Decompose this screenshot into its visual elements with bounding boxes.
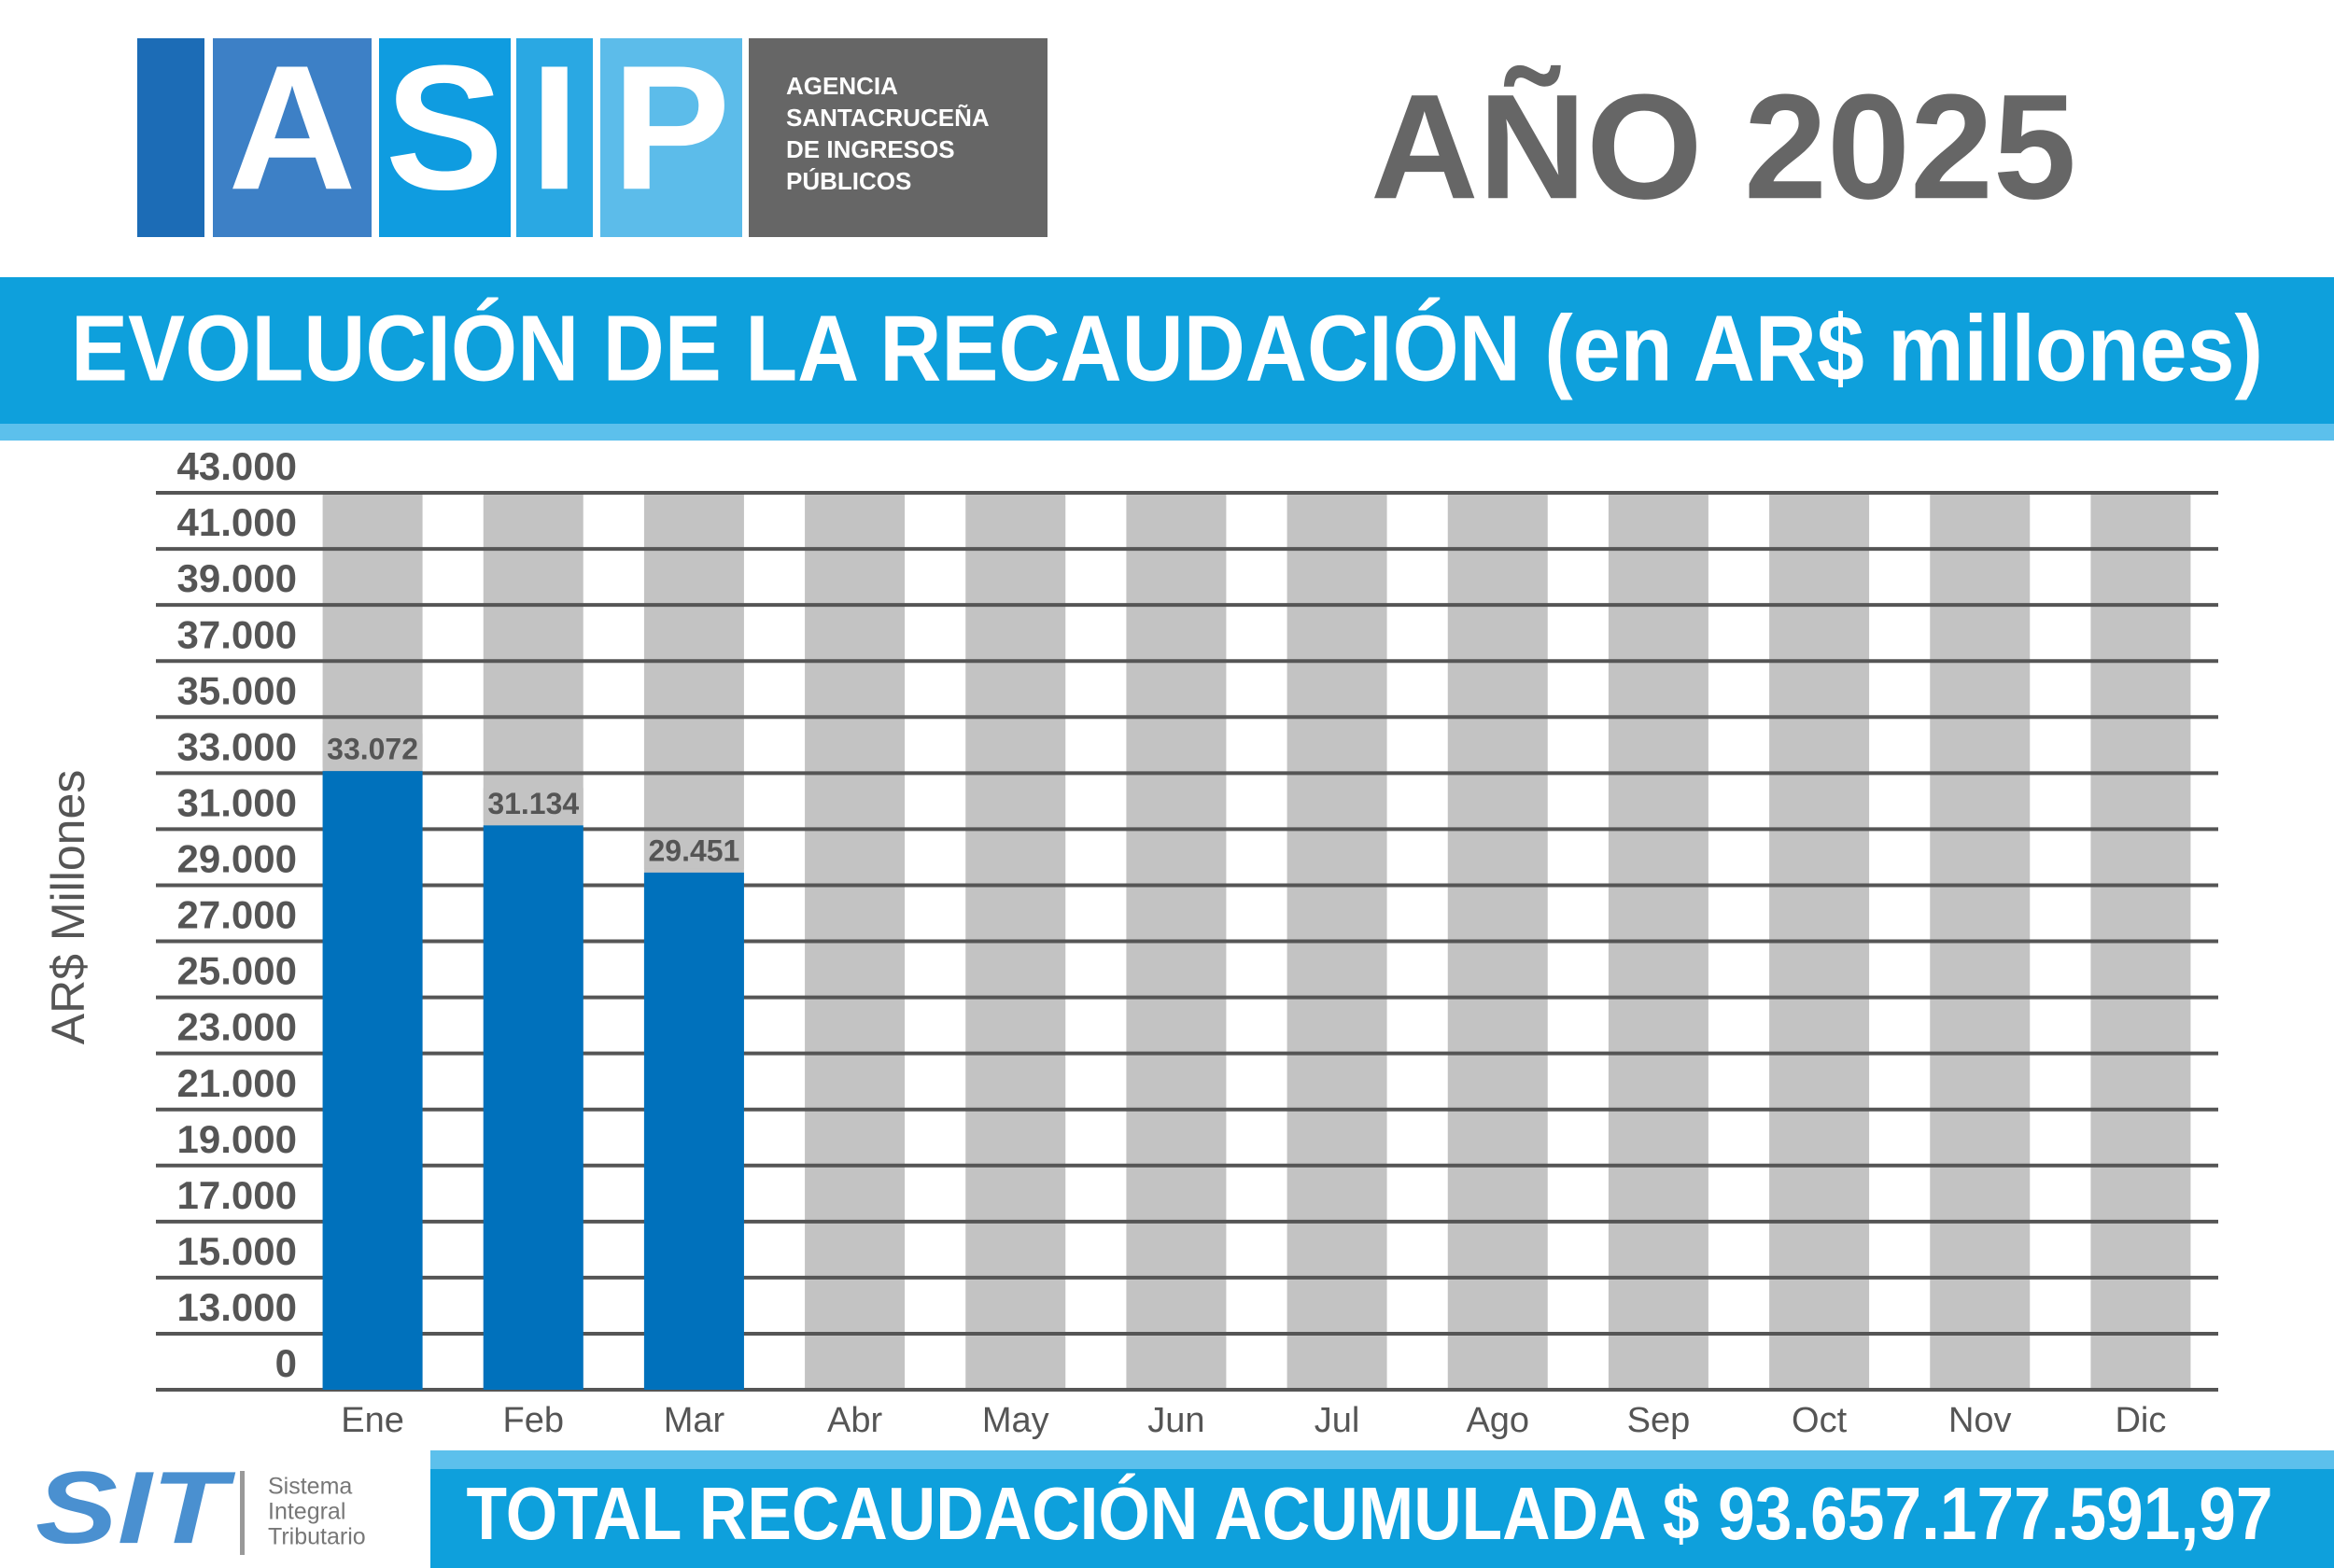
bar xyxy=(322,771,423,1390)
logo-letter: A xyxy=(228,29,356,227)
logo-agency-box xyxy=(749,38,1047,237)
sit-line: Integral xyxy=(268,1499,345,1525)
logo-letter: I xyxy=(530,29,580,227)
logo-block xyxy=(600,38,742,237)
logo-block xyxy=(379,38,511,237)
y-tick-label: 27.000 xyxy=(177,893,297,937)
value-label: 31.134 xyxy=(487,787,579,820)
x-tick-label: Abr xyxy=(827,1401,882,1440)
sit-line: Tributario xyxy=(268,1524,366,1550)
y-tick-label: 35.000 xyxy=(177,668,297,712)
sit-divider xyxy=(240,1471,245,1555)
logo-block xyxy=(516,38,593,237)
x-tick-label: Ago xyxy=(1466,1401,1529,1440)
footer-banner xyxy=(430,1450,2334,1568)
y-tick-label: 37.000 xyxy=(177,612,297,656)
title-banner-stripe xyxy=(0,424,2334,441)
y-tick-label: 25.000 xyxy=(177,949,297,993)
y-tick-label: 21.000 xyxy=(177,1061,297,1105)
x-tick-label: Oct xyxy=(1792,1401,1848,1440)
y-tick-label: 13.000 xyxy=(177,1285,297,1329)
logo-block xyxy=(213,38,372,237)
sit-line: Sistema xyxy=(268,1474,352,1500)
y-tick-label: 17.000 xyxy=(177,1173,297,1217)
y-axis-label: AR$ Millones xyxy=(42,770,94,1045)
bar xyxy=(483,825,584,1390)
title-banner xyxy=(0,277,2334,424)
chart-title: EVOLUCIÓN DE LA RECAUDACIÓN (en AR$ mill… xyxy=(71,296,2263,400)
x-tick-label: Ene xyxy=(341,1401,404,1440)
x-tick-label: Sep xyxy=(1627,1401,1691,1440)
x-tick-label: Jun xyxy=(1147,1401,1204,1440)
year-title: AÑO 2025 xyxy=(1371,63,2076,230)
value-label: 33.072 xyxy=(327,733,418,766)
logo-letter: P xyxy=(612,29,731,227)
x-tick-label: Mar xyxy=(664,1401,725,1440)
y-tick-label: 19.000 xyxy=(177,1117,297,1161)
agency-line: AGENCIA xyxy=(786,72,898,100)
plot-area: 0 13.000 15.000 17.000 19.000 21.000 23.000 25.… xyxy=(156,444,2218,1440)
y-tick-label: 41.000 xyxy=(177,500,297,544)
y-tick-label: 29.000 xyxy=(177,837,297,881)
x-tick-label: May xyxy=(982,1401,1049,1440)
logo-block xyxy=(137,38,204,237)
y-tick-label: 23.000 xyxy=(177,1005,297,1049)
bar xyxy=(643,872,744,1390)
y-tick-label: 31.000 xyxy=(177,780,297,824)
logo-letter: S xyxy=(386,29,504,227)
agency-line: SANTACRUCEÑA xyxy=(786,104,990,132)
y-tick-label: 15.000 xyxy=(177,1229,297,1273)
x-tick-label: Feb xyxy=(503,1401,564,1440)
y-tick-label: 0 xyxy=(275,1341,297,1385)
value-label-bg xyxy=(322,734,423,768)
agency-line: PÚBLICOS xyxy=(786,167,911,195)
value-label-bg xyxy=(643,834,744,869)
footer-banner-stripe xyxy=(430,1450,2334,1469)
y-tick-label: 39.000 xyxy=(177,556,297,600)
x-tick-label: Nov xyxy=(1948,1401,2012,1440)
y-tick-label: 33.000 xyxy=(177,724,297,768)
total-text: TOTAL RECAUDACIÓN ACUMULADA $ 93.657.177… xyxy=(467,1472,2273,1555)
sit-logo: SIT xyxy=(35,1450,235,1565)
agency-line: DE INGRESOS xyxy=(786,135,955,163)
x-tick-label: Jul xyxy=(1315,1401,1360,1440)
agency-name: AGENCIA SANTACRUCEÑA DE INGRESOS PÚBLICOS xyxy=(786,72,990,195)
x-tick-label: Dic xyxy=(2115,1401,2166,1440)
value-label-bg xyxy=(483,788,584,822)
value-label: 29.451 xyxy=(648,833,739,867)
y-tick-label: 43.000 xyxy=(177,444,297,488)
